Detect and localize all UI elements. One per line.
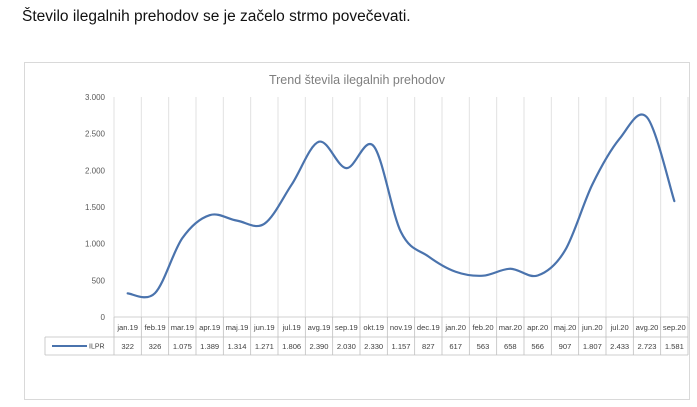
data-value-label: 658 <box>504 342 517 351</box>
x-tick-label: sep.19 <box>335 323 358 332</box>
line-chart: Trend števila ilegalnih prehodov 0 500 1.0… <box>44 73 689 356</box>
x-tick-label: maj.19 <box>226 323 249 332</box>
data-value-label: 566 <box>531 342 544 351</box>
data-value-label: 1.075 <box>173 342 192 351</box>
y-tick-label: 1.000 <box>85 240 106 249</box>
data-value-label: 617 <box>449 342 462 351</box>
y-tick-label: 0 <box>101 313 106 322</box>
y-tick-label: 500 <box>92 276 106 285</box>
data-value-label: 827 <box>422 342 435 351</box>
x-tick-label: okt.19 <box>363 323 384 332</box>
y-tick-label: 2.000 <box>85 166 106 175</box>
data-value-label: 1.314 <box>227 342 246 351</box>
x-tick-label: mar.19 <box>171 323 194 332</box>
data-value-label: 1.389 <box>200 342 219 351</box>
data-table: jan.19 322 feb.19 326 mar.19 1.075 apr.19 1.389… <box>44 317 689 356</box>
x-tick-label: jan.19 <box>116 323 138 332</box>
x-tick-label: maj.20 <box>554 323 577 332</box>
chart-series <box>126 113 676 299</box>
legend-label-ilpr: ILPR <box>89 344 105 351</box>
series-line-ilpr <box>126 113 676 299</box>
data-value-label: 1.271 <box>255 342 274 351</box>
x-tick-label: jun.19 <box>253 323 275 332</box>
y-tick-label: 2.500 <box>85 130 106 139</box>
y-tick-label: 1.500 <box>85 203 106 212</box>
x-tick-label: jul.20 <box>610 323 629 332</box>
data-value-label: 2.390 <box>309 342 328 351</box>
x-tick-label: jan.20 <box>444 323 466 332</box>
x-tick-label: nov.19 <box>390 323 412 332</box>
chart-title: Trend števila ilegalnih prehodov <box>269 73 446 87</box>
data-value-label: 1.157 <box>391 342 410 351</box>
data-value-label: 326 <box>149 342 162 351</box>
chart-grid <box>113 97 689 318</box>
page-heading: Število ilegalnih prehodov se je začelo … <box>22 8 411 25</box>
x-tick-label: jun.20 <box>581 323 603 332</box>
x-tick-label: dec.19 <box>417 323 440 332</box>
data-value-label: 2.030 <box>337 342 356 351</box>
x-tick-label: feb.19 <box>144 323 165 332</box>
data-value-label: 1.806 <box>282 342 301 351</box>
chart-frame: Trend števila ilegalnih prehodov 0 500 1.0… <box>24 62 690 400</box>
data-value-label: 2.330 <box>364 342 383 351</box>
x-tick-label: jul.19 <box>282 323 301 332</box>
x-tick-label: avg.20 <box>636 323 659 332</box>
data-value-label: 907 <box>559 342 572 351</box>
data-value-label: 2.723 <box>637 342 656 351</box>
data-value-label: 2.433 <box>610 342 629 351</box>
x-tick-label: apr.19 <box>199 323 220 332</box>
data-value-label: 322 <box>121 342 134 351</box>
y-axis: 0 500 1.000 1.500 2.000 2.500 3.000 <box>85 93 106 322</box>
y-tick-label: 3.000 <box>85 93 106 102</box>
x-tick-label: apr.20 <box>527 323 548 332</box>
x-tick-label: sep.20 <box>663 323 686 332</box>
data-value-label: 1.581 <box>665 342 684 351</box>
data-value-label: 1.807 <box>583 342 602 351</box>
x-tick-label: feb.20 <box>472 323 493 332</box>
data-value-label: 563 <box>477 342 490 351</box>
x-tick-label: avg.19 <box>308 323 331 332</box>
x-tick-label: mar.20 <box>499 323 522 332</box>
